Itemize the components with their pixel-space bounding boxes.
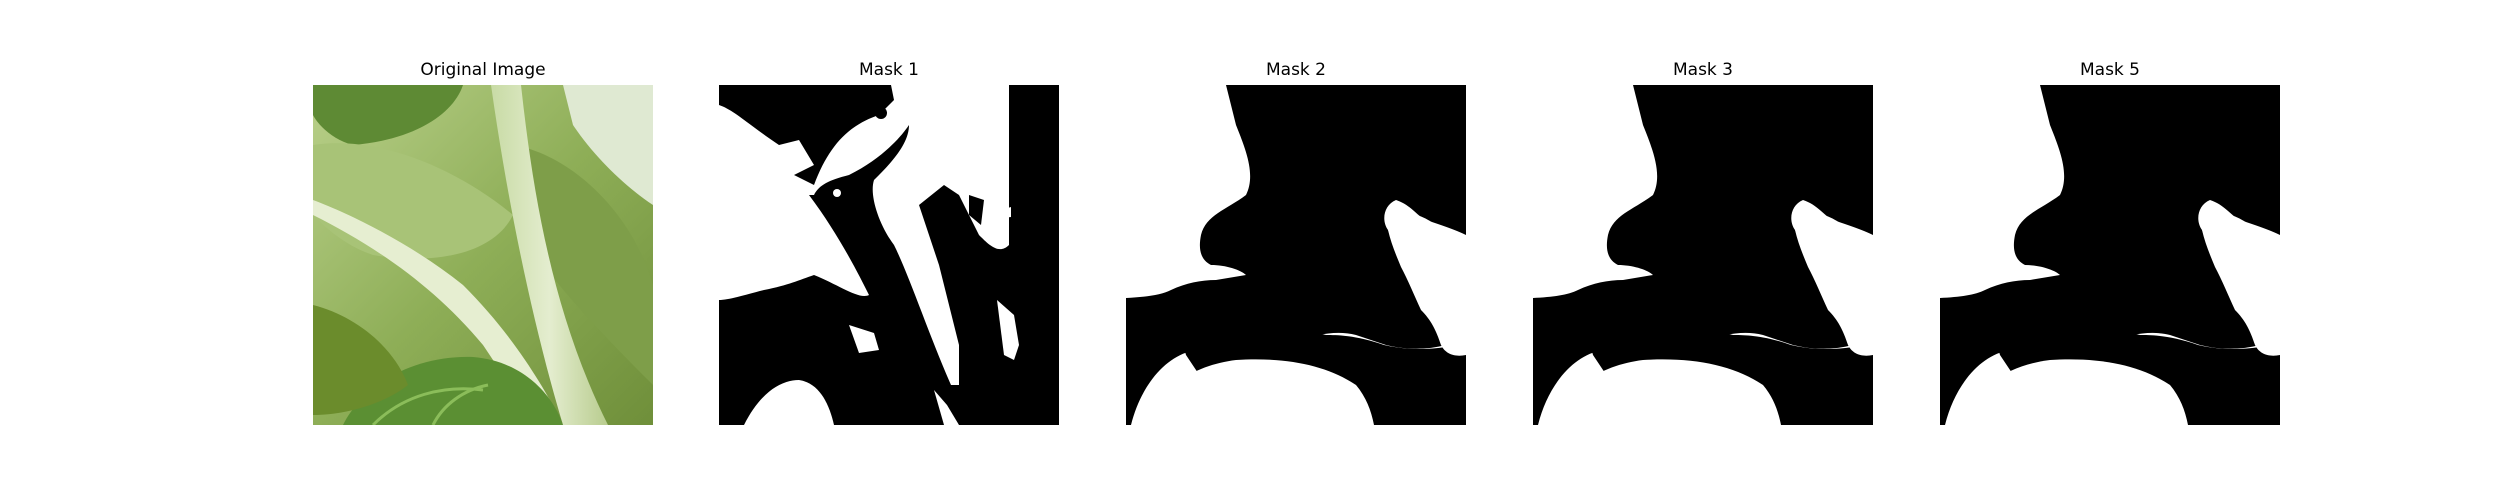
panel-title: Original Image [420, 60, 546, 80]
panel-title: Mask 3 [1672, 60, 1733, 80]
panel-title: Mask 1 [858, 60, 919, 80]
panel-title: Mask 5 [2079, 60, 2140, 80]
original-image [313, 85, 653, 425]
mask-1-image [719, 85, 1059, 425]
mask-2-image [1126, 85, 1466, 425]
mask-5-image [1940, 85, 2280, 425]
mask-3-image [1533, 85, 1873, 425]
panel-title: Mask 2 [1265, 60, 1326, 80]
